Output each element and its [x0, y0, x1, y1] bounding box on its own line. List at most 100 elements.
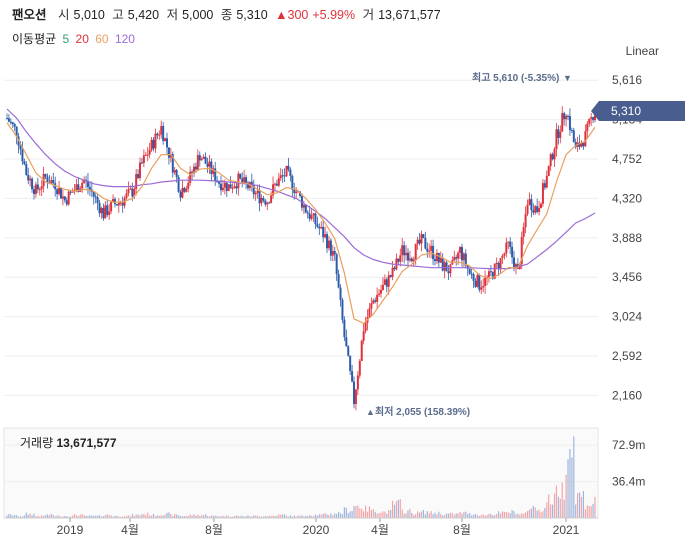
- candle-body: [117, 202, 120, 206]
- candle-body: [553, 149, 556, 160]
- candle-body: [67, 191, 70, 205]
- candle-body: [509, 241, 512, 247]
- volume-bar: [318, 514, 320, 518]
- candle-body: [555, 129, 558, 150]
- candle-body: [412, 259, 415, 262]
- volume-bar: [25, 512, 27, 518]
- volume-bar: [210, 515, 212, 518]
- candle-body: [164, 138, 167, 141]
- candle-body: [129, 188, 132, 190]
- volume-bar: [505, 512, 507, 518]
- candle-body: [32, 189, 35, 195]
- candle-body: [193, 166, 196, 174]
- min-marker-arrow: ▲: [366, 407, 375, 417]
- volume-bar: [328, 515, 330, 518]
- volume-bar: [98, 515, 101, 518]
- candle-body: [570, 130, 573, 132]
- volume-bar: [307, 516, 309, 518]
- candle-body: [420, 234, 423, 244]
- candle-body: [179, 191, 182, 198]
- volume-bar: [97, 515, 99, 518]
- volume-bar: [542, 511, 544, 518]
- volume-bar: [147, 512, 149, 518]
- ma-legend-120[interactable]: 120: [114, 32, 135, 46]
- volume-bar: [243, 516, 245, 518]
- volume-bar: [457, 513, 459, 518]
- candle-body: [231, 187, 234, 189]
- volume-label: 거: [362, 8, 375, 22]
- volume-bar: [480, 514, 482, 518]
- candle-body: [50, 180, 53, 184]
- candle-body: [148, 149, 151, 155]
- scale-toggle-button[interactable]: Linear: [625, 44, 659, 58]
- ma-legend-5[interactable]: 5: [62, 32, 70, 46]
- volume-bar: [351, 511, 353, 518]
- stock-header: 팬오션 시 5,010 고 5,420 저 5,000 종 5,310 ▲300 +5.9…: [12, 4, 445, 22]
- candle-body: [364, 322, 367, 332]
- high-value: 5,420: [127, 8, 160, 22]
- candle-body: [466, 265, 469, 269]
- candle-body: [223, 182, 226, 188]
- ma-legend-60[interactable]: 60: [95, 32, 109, 46]
- volume-bar: [311, 515, 313, 518]
- volume-bar: [174, 513, 176, 518]
- volume-bar: [361, 508, 363, 518]
- volume-bar: [332, 515, 334, 518]
- volume-bar: [56, 515, 58, 518]
- candle-body: [295, 191, 298, 194]
- volume-bar: [54, 516, 56, 518]
- volume-bar: [295, 516, 297, 518]
- volume-bar: [459, 511, 461, 518]
- volume-bar: [19, 516, 22, 518]
- candle-body: [316, 224, 319, 227]
- volume-bar: [179, 515, 182, 518]
- volume-bar: [501, 511, 504, 518]
- candle-body: [339, 287, 342, 300]
- volume-bar: [143, 513, 145, 518]
- volume-bar: [415, 514, 417, 518]
- candle-body: [58, 188, 61, 195]
- volume-bar: [451, 512, 453, 518]
- volume-header: 거래량 13,671,577: [20, 434, 117, 451]
- volume-bar: [388, 510, 390, 518]
- volume-bar: [492, 515, 494, 518]
- candle-body: [266, 202, 269, 205]
- candle-body: [191, 171, 194, 174]
- volume-tick-label: 72.9m: [612, 438, 645, 452]
- candle-body: [345, 337, 348, 347]
- volume-bar: [274, 515, 276, 518]
- candle-body: [289, 169, 292, 177]
- volume-bar: [212, 515, 214, 518]
- candle-body: [291, 176, 294, 190]
- volume-bar: [440, 514, 442, 518]
- low-value: 5,000: [182, 8, 214, 22]
- candle-body: [387, 275, 390, 287]
- volume-bar: [284, 514, 286, 518]
- volume-bar: [536, 510, 538, 518]
- candle-body: [524, 214, 527, 228]
- candle-body: [403, 245, 406, 256]
- ma-legend-20[interactable]: 20: [75, 32, 89, 46]
- candle-body: [52, 180, 55, 184]
- price-tick-label: 3,888: [612, 231, 642, 245]
- candle-body: [233, 186, 236, 188]
- moving-average-legend[interactable]: 이동평균 5 20 60 120: [12, 30, 138, 47]
- volume-bar: [187, 515, 189, 518]
- candle-body: [437, 252, 440, 263]
- time-tick-label: 2021: [553, 523, 580, 537]
- volume-bar: [64, 516, 66, 518]
- volume-bar: [540, 512, 542, 518]
- candle-body: [349, 355, 352, 372]
- candle-body: [545, 175, 548, 188]
- candle-body: [160, 126, 163, 135]
- volume-bar: [10, 514, 12, 518]
- volume-bar: [571, 457, 573, 518]
- candle-body: [75, 184, 78, 191]
- candle-body: [503, 253, 506, 256]
- candle-body: [200, 158, 203, 161]
- price-axis: 5,6165,1844,7524,3203,8883,4563,0242,592…: [612, 73, 642, 402]
- volume-bar: [100, 516, 103, 518]
- volume-bar: [233, 516, 236, 518]
- volume-bar: [23, 515, 25, 518]
